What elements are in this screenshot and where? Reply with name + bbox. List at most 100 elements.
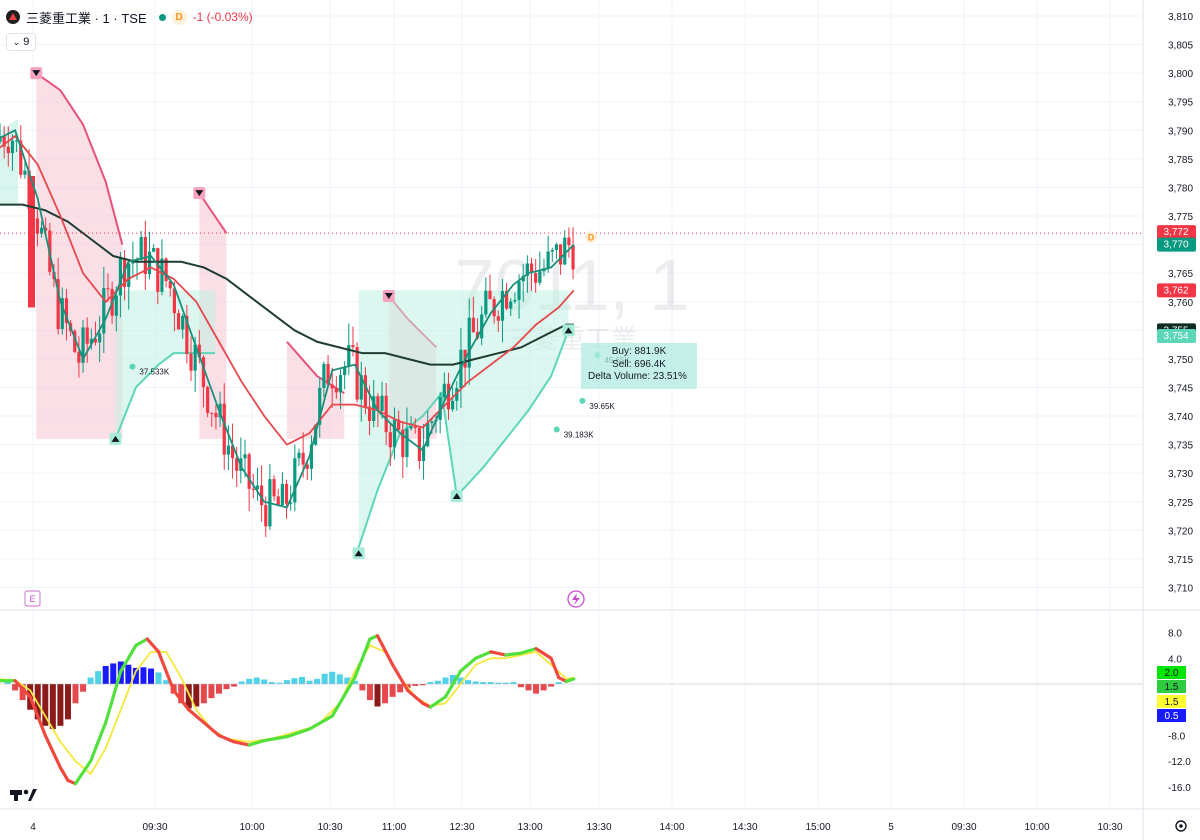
oscillator-bar	[185, 684, 192, 709]
market-open-icon	[158, 13, 166, 21]
time-axis-tick: 10:00	[1024, 822, 1049, 833]
candle-body	[388, 432, 392, 448]
oscillator-line-segment	[28, 695, 47, 738]
oscillator-bar	[359, 684, 366, 691]
oscillator-line-segment	[391, 663, 410, 693]
oscillator-bar	[253, 677, 260, 684]
time-axis-tick: 10:30	[317, 822, 342, 833]
oscillator-value-label	[1157, 666, 1186, 679]
symbol-title[interactable]: 三菱重工業 · 1 · TSE	[26, 10, 147, 26]
oscillator-bar	[155, 672, 162, 684]
oscillator-line-segment	[187, 708, 206, 725]
bearish-band-line	[35, 72, 124, 245]
oscillator-line-segment	[119, 643, 138, 673]
candle-body	[127, 263, 131, 287]
candle-body	[513, 299, 517, 302]
oscillator-axis-tick: 8.0	[1168, 629, 1182, 640]
candle-body	[500, 291, 505, 321]
oscillator-bar	[351, 680, 358, 684]
oscillator-bar	[533, 684, 540, 694]
time-axis-tick: 09:30	[142, 822, 167, 833]
candle-body	[330, 384, 334, 389]
buy-signal-icon	[452, 493, 461, 500]
candle-body	[322, 364, 326, 388]
oscillator-bar	[412, 684, 419, 686]
candle-body	[189, 353, 193, 371]
oscillator-line-segment	[504, 651, 523, 657]
candle-body	[334, 388, 338, 393]
oscillator-line-segment	[104, 669, 123, 725]
oscillator-bar	[110, 663, 117, 684]
candle-body	[176, 313, 181, 330]
oscillator-axis-tick: -16.0	[1168, 783, 1191, 794]
settings-gear-icon[interactable]	[1175, 820, 1187, 832]
price-axis-tick: 3,790	[1168, 126, 1193, 137]
candle-body	[401, 429, 405, 458]
indicators-collapse-button[interactable]: ⌄ 9	[6, 33, 36, 51]
oscillator-line-segment	[134, 637, 149, 648]
candle-body	[206, 387, 210, 413]
oscillator-bar	[215, 684, 222, 694]
lightning-icon[interactable]	[567, 590, 585, 608]
lightning-bolt-icon	[572, 593, 580, 605]
sell-signal-icon	[32, 70, 41, 77]
candle-body	[264, 505, 268, 527]
oscillator-line-segment	[564, 677, 576, 684]
candle-body	[272, 479, 276, 497]
oscillator-line-segment	[217, 733, 236, 744]
candle-body	[181, 315, 185, 330]
oscillator-bar	[64, 684, 71, 720]
oscillator-line-segment	[489, 650, 508, 657]
earnings-icon-label: E	[29, 594, 35, 604]
candle-body	[77, 351, 81, 363]
oscillator-bar	[12, 684, 19, 691]
oscillator-line-segment	[428, 695, 448, 709]
dividend-marker-icon[interactable]	[585, 231, 597, 244]
oscillator-bar	[397, 684, 404, 693]
tradingview-logo-icon	[14, 790, 18, 801]
candle-body	[214, 413, 218, 418]
price-label-value: 3,772	[1163, 227, 1188, 238]
candle-body	[509, 301, 513, 309]
oscillator-line-segment	[58, 765, 70, 783]
oscillator-value-label	[1157, 680, 1186, 693]
candle-body	[230, 445, 235, 459]
candle-body	[6, 146, 10, 154]
candle-body	[488, 290, 492, 300]
candle-body	[525, 263, 529, 276]
price-label	[1157, 329, 1196, 344]
candle-body	[172, 288, 177, 314]
candle-body	[305, 464, 309, 469]
oscillator-bar	[517, 684, 524, 688]
oscillator-bar	[261, 679, 268, 684]
candle-body	[496, 316, 500, 321]
candle-body	[426, 423, 430, 447]
oscillator-line-segment	[443, 669, 463, 699]
oscillator-bar	[223, 684, 230, 690]
candle-body	[56, 279, 60, 330]
oscillator-line-segment	[330, 675, 357, 718]
oscillator-bar	[487, 682, 494, 684]
earnings-icon[interactable]	[24, 590, 41, 607]
candle-body	[147, 251, 152, 275]
bearish-band-line	[286, 341, 345, 395]
candle-body	[2, 136, 6, 147]
price-axis-tick: 3,745	[1168, 383, 1193, 394]
tradingview-logo-icon	[28, 789, 37, 801]
oscillator-bar	[132, 667, 139, 684]
oscillator-value-label	[1157, 695, 1186, 708]
oscillator-value-text: 2.0	[1165, 668, 1179, 679]
tooltip-sell: Sell: 696.4K	[612, 358, 666, 370]
candle-body	[23, 170, 27, 175]
settings-gear-center-icon	[1179, 824, 1183, 828]
oscillator-bar	[502, 682, 509, 684]
candle-body	[563, 237, 567, 265]
oscillator-value-text: 1.5	[1165, 697, 1179, 708]
time-axis-tick: 4	[30, 822, 36, 833]
price-label	[1157, 283, 1196, 298]
oscillator-bar	[434, 680, 441, 684]
oscillator-bar	[231, 684, 238, 687]
indicator-badge[interactable]: D	[171, 9, 187, 25]
oscillator-bar	[178, 684, 185, 704]
